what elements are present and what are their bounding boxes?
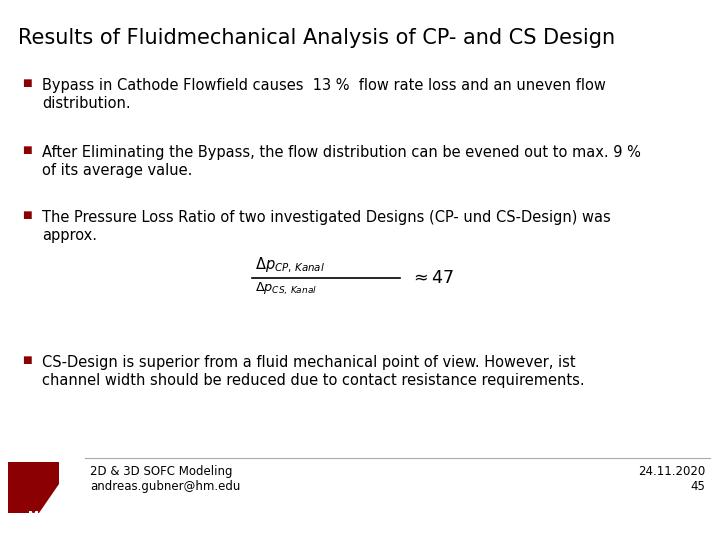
Text: ■: ■ — [22, 78, 32, 88]
Bar — [8, 462, 59, 513]
Text: 24.11.2020: 24.11.2020 — [638, 465, 705, 478]
Text: $\Delta p_{CS,\, Kanal}$: $\Delta p_{CS,\, Kanal}$ — [255, 281, 318, 297]
Polygon shape — [39, 484, 59, 513]
Text: The Pressure Loss Ratio of two investigated Designs (CP- und CS-Design) was: The Pressure Loss Ratio of two investiga… — [42, 210, 611, 225]
Text: CS-Design is superior from a fluid mechanical point of view. However, ist: CS-Design is superior from a fluid mecha… — [42, 355, 575, 370]
Text: Results of Fluidmechanical Analysis of CP- and CS Design: Results of Fluidmechanical Analysis of C… — [18, 28, 615, 48]
Text: distribution.: distribution. — [42, 96, 130, 111]
Text: ■: ■ — [22, 210, 32, 220]
Text: M: M — [28, 511, 40, 521]
Text: channel width should be reduced due to contact resistance requirements.: channel width should be reduced due to c… — [42, 373, 585, 388]
Text: andreas.gubner@hm.edu: andreas.gubner@hm.edu — [90, 480, 240, 493]
Text: 2D & 3D SOFC Modeling: 2D & 3D SOFC Modeling — [90, 465, 233, 478]
Text: Bypass in Cathode Flowfield causes  13 %  flow rate loss and an uneven flow: Bypass in Cathode Flowfield causes 13 % … — [42, 78, 606, 93]
Text: After Eliminating the Bypass, the flow distribution can be evened out to max. 9 : After Eliminating the Bypass, the flow d… — [42, 145, 641, 160]
Text: ■: ■ — [22, 145, 32, 155]
Text: ■: ■ — [22, 355, 32, 365]
Text: approx.: approx. — [42, 228, 97, 243]
Text: $\Delta p_{CP,\, Kanal}$: $\Delta p_{CP,\, Kanal}$ — [255, 256, 325, 275]
Text: 45: 45 — [690, 480, 705, 493]
Text: $\approx 47$: $\approx 47$ — [410, 269, 454, 287]
Text: of its average value.: of its average value. — [42, 163, 192, 178]
